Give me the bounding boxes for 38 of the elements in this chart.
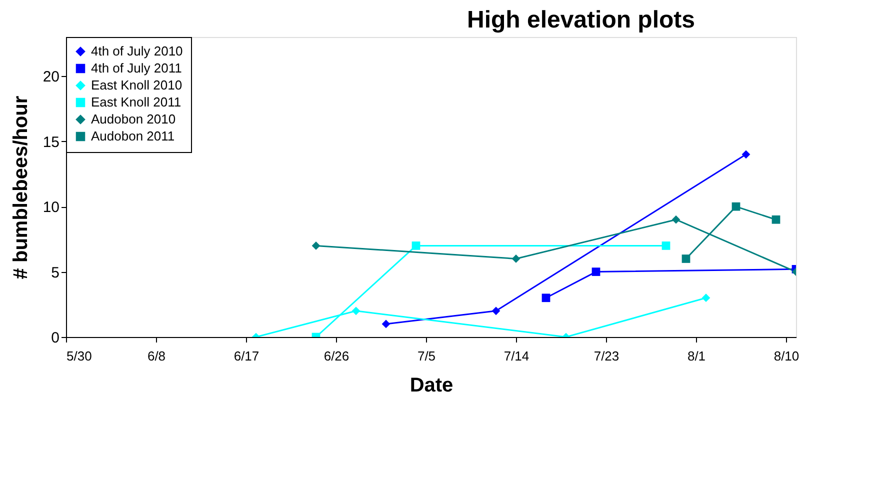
point — [312, 242, 320, 250]
x-tick-label: 8/1 — [687, 348, 706, 364]
x-axis-title: Date — [410, 374, 454, 396]
x-tick-label: 7/14 — [504, 348, 530, 364]
point — [512, 254, 520, 263]
chart-title: High elevation plots — [466, 6, 696, 34]
x-tick-label: 8/10 — [774, 348, 800, 364]
point — [492, 306, 500, 316]
point — [382, 320, 390, 328]
point — [682, 254, 690, 263]
point — [732, 202, 740, 211]
point — [412, 242, 420, 250]
point — [742, 150, 750, 159]
legend-label: 4th of July 2011 — [91, 60, 182, 76]
legend-label: East Knoll 2010 — [91, 78, 182, 92]
y-tick-label: 20 — [42, 68, 60, 86]
legend-label: East Knoll 2011 — [91, 94, 182, 110]
y-tick-label: 0 — [51, 330, 60, 346]
x-tick-label: 6/8 — [147, 348, 166, 364]
point — [592, 268, 600, 276]
point — [542, 294, 550, 302]
x-tick-label: 7/5 — [417, 348, 436, 364]
point — [772, 215, 780, 224]
y-tick-label: 5 — [51, 264, 60, 282]
x-tick-label: 6/17 — [234, 348, 260, 364]
y-axis-title: # bumblebees/hour — [10, 96, 32, 280]
legend-label: Audobon 2010 — [91, 112, 176, 126]
x-tick-label: 5/30 — [66, 348, 92, 364]
y-tick-label: 10 — [42, 199, 60, 216]
point — [672, 215, 680, 224]
point — [702, 294, 710, 302]
y-tick-label: 15 — [42, 134, 60, 151]
point — [352, 306, 360, 316]
point — [662, 242, 670, 250]
legend-label: 4th of July 2010 — [91, 44, 183, 58]
x-tick-label: 6/26 — [324, 348, 350, 364]
x-tick-label: 7/23 — [594, 348, 620, 364]
legend-label: Audobon 2011 — [91, 128, 175, 144]
